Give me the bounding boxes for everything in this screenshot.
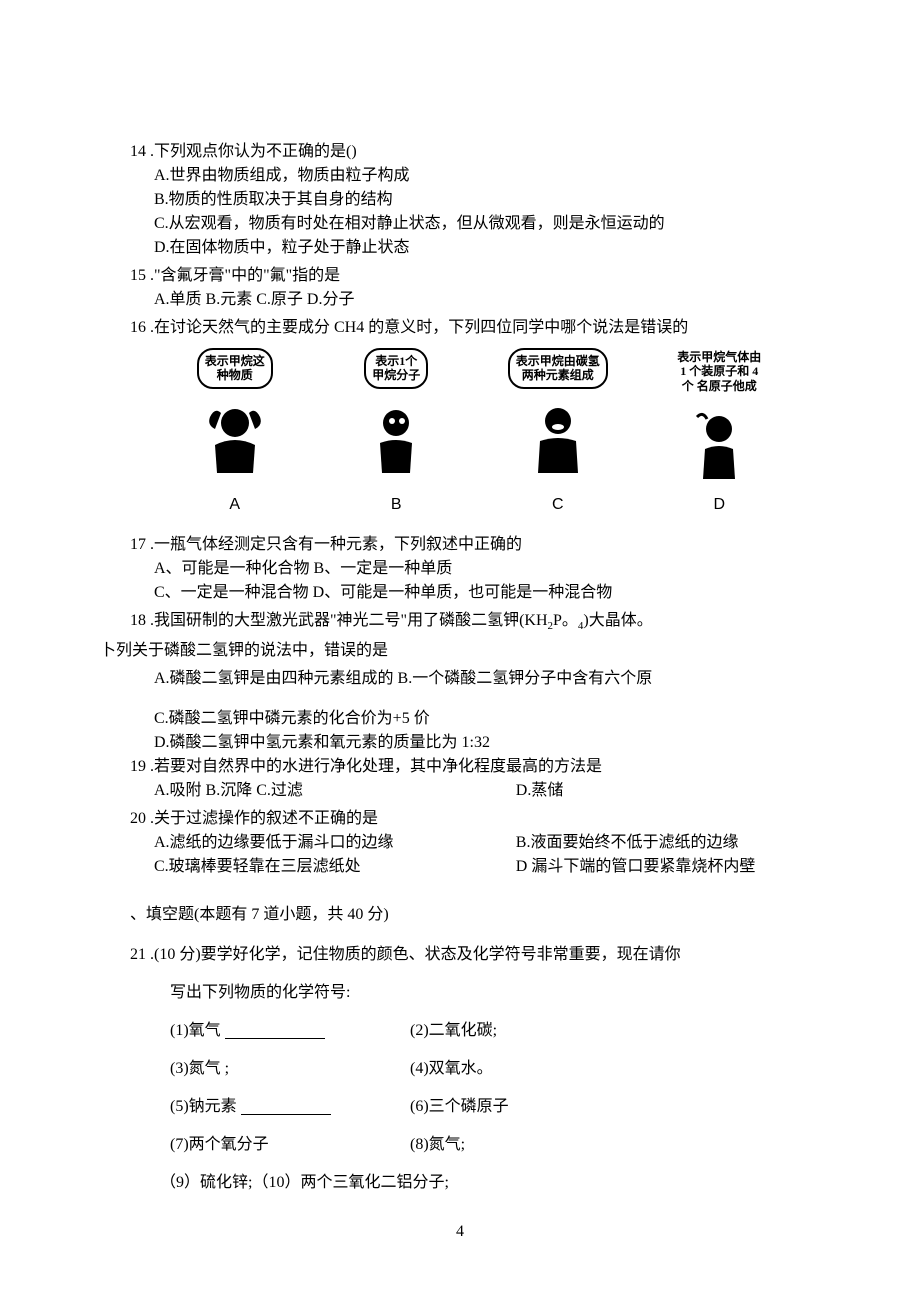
q18-d: D.磷酸二氢钾中氢元素和氧元素的质量比为 1:32 — [130, 731, 800, 755]
q20-c: C.玻璃棒要轻靠在三层滤纸处 — [154, 855, 490, 879]
q19-left: A.吸附 B.沉降 C.过滤 — [154, 779, 490, 803]
q21-r1b: (2)二氧化碳; — [410, 1019, 497, 1043]
person-d-icon — [679, 401, 759, 481]
q21-r3a: (5)钠元素 — [170, 1095, 410, 1119]
figure-c: 表示甲烷由碳氢 两种元素组成 — [478, 348, 638, 475]
q15-opts: A.单质 B.元素 C.原子 D.分子 — [130, 288, 800, 312]
section2-header: 、填空题(本题有 7 道小题，共 40 分) — [130, 903, 800, 927]
bubble-b: 表示1个 甲烷分子 — [364, 348, 428, 389]
q18-a: A.磷酸二氢钾是由四种元素组成的 B.一个磷酸二氢钾分子中含有六个原 — [130, 667, 800, 691]
q18-c: C.磷酸二氢钾中磷元素的化合价为+5 价 — [130, 707, 800, 731]
blank-5 — [241, 1099, 331, 1115]
q17-cd: C、一定是一种混合物 D、可能是一种单质，也可能是一种混合物 — [130, 581, 800, 605]
q14-b: B.物质的性质取决于其自身的结构 — [130, 188, 800, 212]
figure-b: 表示1个 甲烷分子 — [316, 348, 476, 475]
q19-right: D.蒸储 — [516, 779, 800, 803]
figure-a: 表示甲烷这 种物质 — [155, 348, 315, 475]
q21-r5: （9）硫化锌;（10）两个三氧化二铝分子; — [160, 1171, 449, 1195]
q20-b: B.液面要始终不低于滤纸的边缘 — [516, 831, 800, 855]
person-b-icon — [356, 395, 436, 475]
person-a-icon — [195, 395, 275, 475]
q18-p2: P。 — [553, 612, 578, 629]
label-a: A — [155, 493, 315, 517]
q20-a: A.滤纸的边缘要低于漏斗口的边缘 — [154, 831, 490, 855]
q21-r4a: (7)两个氧分子 — [170, 1133, 410, 1157]
q20-d: D 漏斗下端的管口要紧靠烧杯内壁 — [516, 855, 800, 879]
q21-r3b: (6)三个磷原子 — [410, 1095, 509, 1119]
label-b: B — [316, 493, 476, 517]
q20-stem: 20 .关于过滤操作的叙述不正确的是 — [130, 807, 800, 831]
q16-labels: A B C D — [154, 493, 800, 517]
q16-stem: 16 .在讨论天然气的主要成分 CH4 的意义时，下列四位同学中哪个说法是错误的 — [130, 316, 800, 340]
q16-figures: 表示甲烷这 种物质 表示1个 甲烷分子 表示甲烷由碳氢 两种元素组成 表示甲烷气… — [154, 348, 800, 481]
q21-r4b: (8)氮气; — [410, 1133, 465, 1157]
person-c-icon — [518, 395, 598, 475]
q21-r1a: (1)氧气 — [170, 1019, 410, 1043]
label-c: C — [478, 493, 638, 517]
q18-p1: 18 .我国研制的大型激光武器"神光二号"用了磷酸二氢钾(KH — [130, 612, 548, 629]
q18-stem: 18 .我国研制的大型激光武器"神光二号"用了磷酸二氢钾(KH2P。4)大晶体。 — [130, 609, 800, 635]
q14-stem: 14 .下列观点你认为不正确的是() — [130, 140, 800, 164]
q18-line2: 卜列关于磷酸二氢钾的说法中，错误的是 — [100, 639, 800, 663]
q21-stem: 21 .(10 分)要学好化学，记住物质的颜色、状态及化学符号非常重要，现在请你 — [130, 943, 800, 967]
bubble-a: 表示甲烷这 种物质 — [197, 348, 273, 389]
blank-1 — [225, 1023, 325, 1039]
q21-r2b: (4)双氧水。 — [410, 1057, 493, 1081]
q14-a: A.世界由物质组成，物质由粒子构成 — [130, 164, 800, 188]
figure-d: 表示甲烷气体由 1 个装原子和 4 个 名原子他成 — [639, 348, 799, 481]
q17-stem: 17 .一瓶气体经测定只含有一种元素，下列叙述中正确的 — [130, 533, 800, 557]
q21-line2: 写出下列物质的化学符号: — [130, 981, 800, 1005]
q14-d: D.在固体物质中，粒子处于静止状态 — [130, 236, 800, 260]
q19-stem: 19 .若要对自然界中的水进行净化处理，其中净化程度最高的方法是 — [130, 755, 800, 779]
q15-stem: 15 ."含氟牙膏"中的"氟"指的是 — [130, 264, 800, 288]
q14-c: C.从宏观看，物质有时处在相对静止状态，但从微观看，则是永恒运动的 — [130, 212, 800, 236]
bubble-d: 表示甲烷气体由 1 个装原子和 4 个 名原子他成 — [675, 348, 763, 395]
q18-p3: )大晶体。 — [583, 612, 652, 629]
label-d: D — [639, 493, 799, 517]
page-number: 4 — [456, 1220, 464, 1244]
q21-r2a: (3)氮气 ; — [170, 1057, 410, 1081]
q17-ab: A、可能是一种化合物 B、一定是一种单质 — [130, 557, 800, 581]
bubble-c: 表示甲烷由碳氢 两种元素组成 — [508, 348, 608, 389]
